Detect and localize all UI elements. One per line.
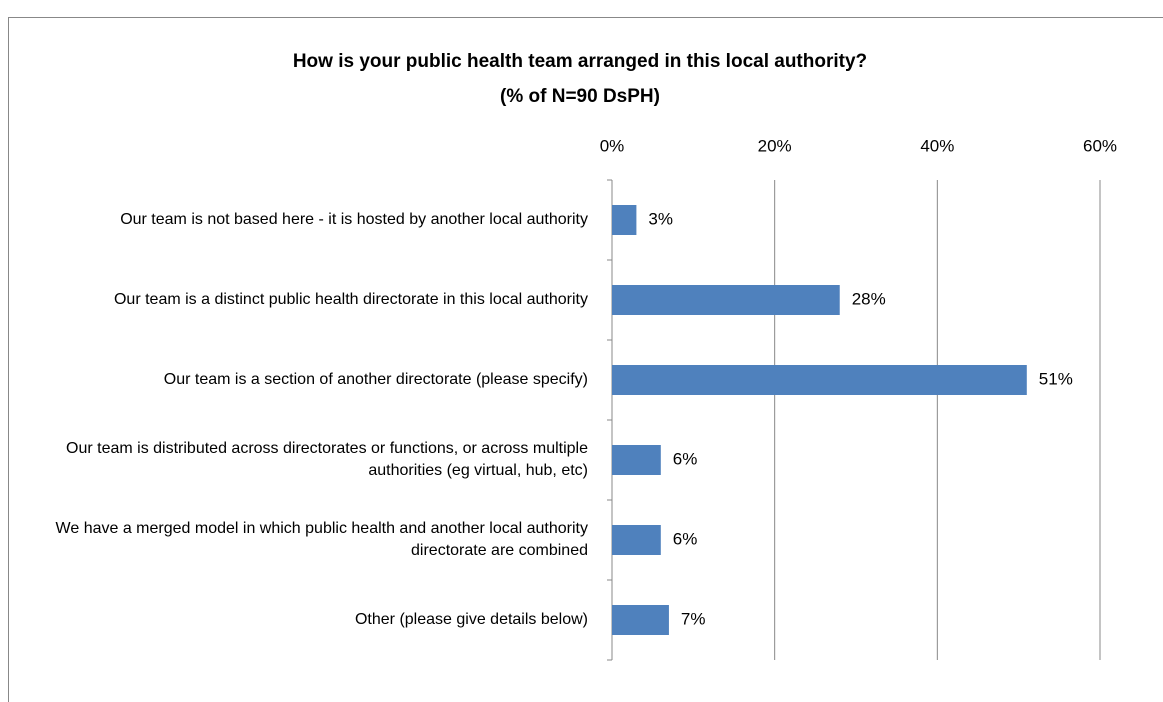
data-label: 6% <box>673 529 698 548</box>
x-tick-label: 60% <box>1083 136 1117 155</box>
data-label: 3% <box>648 209 673 228</box>
chart-title: How is your public health team arranged … <box>293 51 867 72</box>
category-label: Our team is a distinct public health dir… <box>113 291 588 308</box>
category-label: Our team is distributed across directora… <box>66 440 588 479</box>
bar <box>612 525 661 555</box>
category-label: We have a merged model in which public h… <box>55 520 588 559</box>
category-label: Other (please give details below) <box>354 611 588 628</box>
data-label: 6% <box>673 449 698 468</box>
x-tick-label: 20% <box>758 136 792 155</box>
x-tick-label: 0% <box>600 136 625 155</box>
category-label: Our team is not based here - it is hoste… <box>120 211 588 228</box>
data-label: 7% <box>681 609 706 628</box>
bar <box>612 285 840 315</box>
data-label: 28% <box>852 289 886 308</box>
category-label: Our team is a section of another directo… <box>163 371 588 388</box>
data-label: 51% <box>1039 369 1073 388</box>
x-tick-label: 40% <box>920 136 954 155</box>
bar <box>612 605 669 635</box>
bar <box>612 445 661 475</box>
bar <box>612 205 637 235</box>
bar <box>612 365 1027 395</box>
chart-subtitle: (% of N=90 DsPH) <box>500 86 660 107</box>
